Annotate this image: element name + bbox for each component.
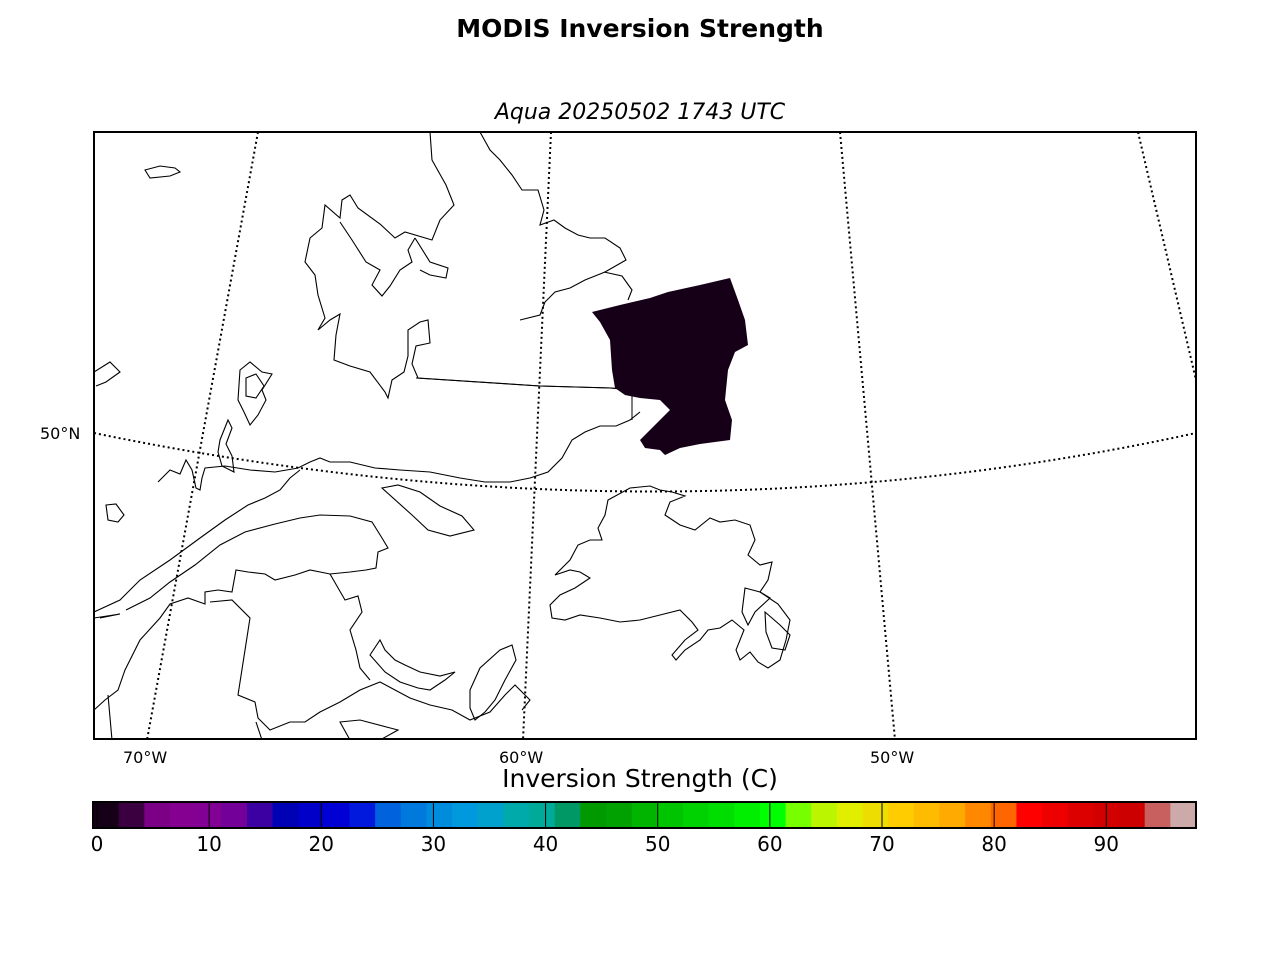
colorbar-cell	[862, 802, 889, 828]
map-plot	[93, 131, 1197, 740]
colorbar-tick-label: 90	[1093, 832, 1120, 856]
colorbar-cell	[529, 802, 556, 828]
colorbar-cell	[246, 802, 274, 828]
lon-label-50w: 50°W	[870, 748, 915, 767]
colorbar-tick-label: 0	[90, 832, 104, 856]
colorbar-cell	[759, 802, 787, 828]
colorbar-cell	[452, 802, 479, 828]
colorbar-cell	[144, 802, 171, 828]
colorbar-cell	[580, 802, 607, 828]
graticule	[94, 132, 1196, 739]
colorbar-cell	[682, 802, 710, 828]
colorbar-cell	[965, 802, 992, 828]
coastlines	[94, 132, 791, 739]
lon-label-60w: 60°W	[499, 748, 544, 767]
colorbar-cell	[298, 802, 325, 828]
colorbar-cell	[272, 802, 299, 828]
colorbar-cell	[1170, 802, 1197, 828]
colorbar-cell	[631, 802, 658, 828]
colorbar-cell	[657, 802, 684, 828]
colorbar-cell	[811, 802, 838, 828]
colorbar-cell	[939, 802, 966, 828]
colorbar-cell	[1144, 802, 1171, 828]
colorbar-cell	[375, 802, 402, 828]
colorbar-tick-label: 10	[196, 832, 222, 856]
colorbar-cell	[1067, 802, 1094, 828]
colorbar-cell	[221, 802, 248, 828]
map-subtitle: Aqua 20250502 1743 UTC	[494, 100, 786, 125]
map-frame	[93, 131, 1197, 740]
lon-label-70w: 70°W	[123, 748, 168, 767]
colorbar-cell	[426, 802, 453, 828]
colorbar-cell	[708, 802, 735, 828]
colorbar-cell	[503, 802, 530, 828]
colorbar-title: Inversion Strength (C)	[502, 764, 778, 793]
colorbar-cell	[836, 802, 864, 828]
colorbar-cell	[1119, 802, 1146, 828]
colorbar-tick-label: 70	[869, 832, 895, 856]
colorbar-cell	[913, 802, 941, 828]
colorbar-frame	[92, 801, 1197, 829]
colorbar-cell	[400, 802, 428, 828]
colorbar-tick-label: 80	[981, 832, 1007, 856]
colorbar-cell	[1016, 802, 1043, 828]
colorbar-cell	[477, 802, 505, 828]
colorbar-cell	[888, 802, 915, 828]
colorbar-tick-label: 20	[308, 832, 335, 856]
colorbar-tick-label: 30	[420, 832, 447, 856]
lat-label-50n: 50°N	[40, 424, 81, 443]
colorbar-cell	[734, 802, 761, 828]
colorbar-cell	[990, 802, 1018, 828]
colorbar-tick-label: 60	[757, 832, 783, 856]
colorbar-tick-label: 50	[644, 832, 671, 856]
colorbar-tick-label: 40	[532, 832, 559, 856]
border-line	[415, 377, 633, 420]
colorbar-cell	[1042, 802, 1069, 828]
inversion-data-swath	[592, 278, 748, 455]
colorbar-cell	[169, 802, 197, 828]
map-title: MODIS Inversion Strength	[456, 14, 824, 43]
colorbar-cell	[785, 802, 812, 828]
colorbar-cell	[118, 802, 145, 828]
colorbar-cell	[606, 802, 633, 828]
colorbar-cell	[349, 802, 376, 828]
colorbar-cell	[554, 802, 581, 828]
colorbar-cell	[323, 802, 351, 828]
